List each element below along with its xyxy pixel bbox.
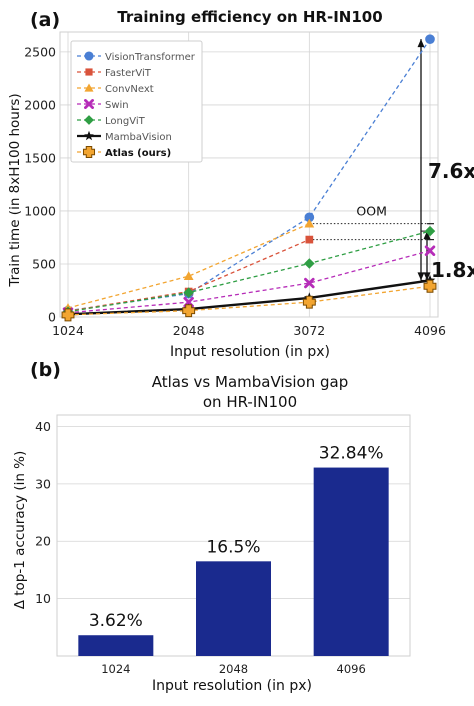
bar-2048 <box>196 561 271 656</box>
bar-data-label: 16.5% <box>206 537 260 557</box>
series-longvit-point <box>304 258 315 269</box>
legend-longvit-marker <box>84 115 94 125</box>
panel-b-label: (b) <box>30 359 61 381</box>
panel-a-xtick-label: 4096 <box>414 323 446 338</box>
legend-fastervit-label: FasterViT <box>105 68 152 79</box>
bar-data-label: 32.84% <box>319 444 384 464</box>
oom-label: OOM <box>356 204 386 219</box>
series-convnext-line <box>67 223 310 309</box>
gap-arrowhead <box>417 39 425 48</box>
panel-b-title-line1: Atlas vs MambaVision gap <box>152 373 349 391</box>
series-longvit-point <box>424 225 436 237</box>
panel-a-label: (a) <box>30 9 60 31</box>
panel-a-ytick-label: 1500 <box>24 150 56 165</box>
legend-swin-marker <box>84 99 94 109</box>
legend-convnext-label: ConvNext <box>105 84 154 95</box>
panel-b-ytick-label: 40 <box>35 419 51 434</box>
legend-mambavision-marker <box>84 130 94 141</box>
panel-b-xtick-label: 2048 <box>219 662 248 676</box>
gap-arrowhead <box>417 272 425 281</box>
series-swin-point <box>304 277 315 289</box>
gap-label-1-8x: 1.8x <box>431 258 474 282</box>
legend-convnext-marker <box>84 83 94 92</box>
series-atlas-ours-point <box>182 304 196 318</box>
series-mambavision-line <box>67 279 431 316</box>
series-visiontransformer-line <box>67 38 431 312</box>
panel-a-legend-box <box>70 40 203 163</box>
series-longvit-line <box>67 230 431 313</box>
series-convnext-point <box>183 271 194 281</box>
legend-fastervit-marker <box>85 68 93 76</box>
series-swin-line <box>67 250 431 314</box>
series-atlas-ours-point <box>61 308 75 322</box>
panel-a-ytick-label: 2500 <box>24 44 56 59</box>
gap-label-7-6x: 7.6x <box>428 159 474 183</box>
gap-arrowhead <box>423 231 431 240</box>
panel-b-xlabel: Input resolution (in px) <box>152 678 312 694</box>
series-fastervit-point <box>305 235 314 244</box>
series-atlas-ours-line <box>67 285 431 316</box>
legend-atlas-ours-marker <box>82 145 96 159</box>
legend-swin-label: Swin <box>105 100 129 111</box>
series-swin-point <box>424 245 436 256</box>
panel-a-ylabel: Train time (in 8xH100 hours) <box>7 93 23 287</box>
legend-longvit-label: LongViT <box>105 116 146 127</box>
panel-b-xtick-label: 1024 <box>101 662 130 676</box>
legend-atlas-ours-label: Atlas (ours) <box>105 148 171 159</box>
series-atlas-ours-point <box>423 279 437 293</box>
panel-a-ytick-label: 500 <box>32 256 56 271</box>
panel-a-title: Training efficiency on HR-IN100 <box>117 8 382 26</box>
panel-b-ylabel: Δ top-1 accuracy (in %) <box>12 451 28 610</box>
panel-a-xlabel: Input resolution (in px) <box>170 344 330 360</box>
panel-a-ytick-label: 1000 <box>24 203 56 218</box>
gap-arrowhead <box>423 272 431 281</box>
series-atlas-ours-point <box>302 295 316 309</box>
panel-b-title-line2: on HR-IN100 <box>203 393 297 411</box>
panel-a-ytick-label: 0 <box>48 310 56 325</box>
panel-a-xtick-label: 3072 <box>293 323 325 338</box>
panel-b-ytick-label: 20 <box>35 534 51 549</box>
panel-a-xtick-label: 1024 <box>52 323 84 338</box>
panel-a-ytick-label: 2000 <box>24 97 56 112</box>
bar-1024 <box>78 635 154 656</box>
panel-b-ytick-label: 10 <box>35 591 51 606</box>
legend-mambavision-label: MambaVision <box>105 132 172 143</box>
series-convnext-point <box>304 218 315 228</box>
series-visiontransformer-point <box>425 34 435 45</box>
series-longvit-point <box>183 287 194 298</box>
panel-b-xtick-label: 4096 <box>337 662 366 676</box>
panel-a-xtick-label: 2048 <box>173 323 205 338</box>
bar-4096 <box>313 467 389 656</box>
legend-visiontransformer-marker <box>84 51 94 61</box>
legend-visiontransformer-label: VisionTransformer <box>105 52 196 63</box>
panel-b-ytick-label: 30 <box>35 476 51 491</box>
bar-data-label: 3.62% <box>89 611 143 631</box>
